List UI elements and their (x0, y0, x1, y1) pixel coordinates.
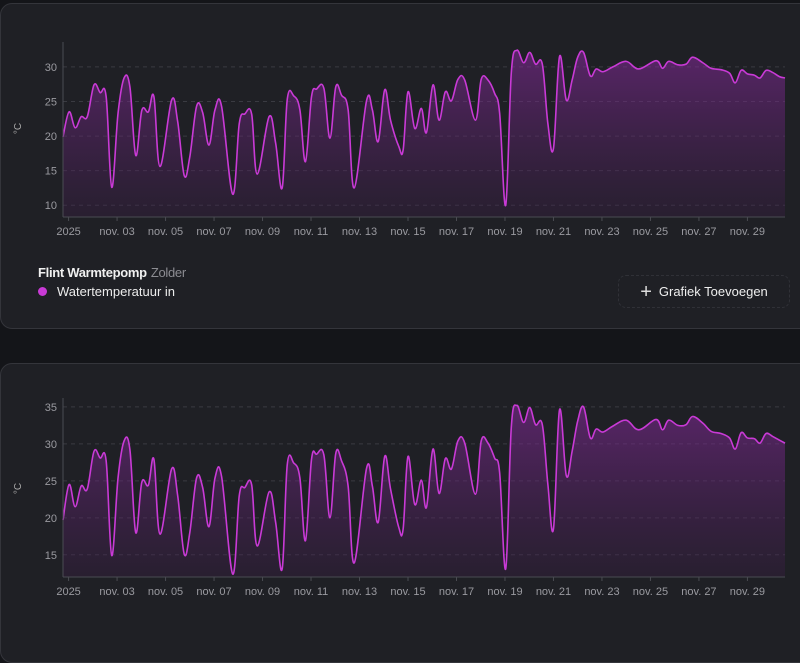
x-tick-label: 2025 (56, 226, 80, 238)
plus-icon: + (640, 280, 652, 303)
device-location: Zolder (150, 265, 186, 280)
add-chart-label: Grafiek Toevoegen (658, 284, 768, 299)
legend-series-label: Watertemperatuur in (57, 284, 176, 299)
series-area (63, 50, 785, 217)
x-tick-label: nov. 21 (536, 586, 571, 598)
x-tick-label: nov. 19 (487, 586, 522, 598)
x-tick-label: nov. 07 (196, 586, 231, 598)
x-tick-label: 2025 (56, 586, 80, 598)
add-chart-button[interactable]: + Grafiek Toevoegen (618, 275, 790, 308)
legend-title: Flint Warmtepomp Zolder (38, 265, 186, 280)
y-tick-label: 20 (45, 513, 57, 525)
x-tick-label: nov. 15 (390, 586, 425, 598)
y-tick-label: 20 (45, 131, 57, 143)
x-tick-label: nov. 23 (584, 586, 619, 598)
y-axis-label: °C (13, 122, 25, 135)
x-tick-label: nov. 17 (439, 586, 474, 598)
y-tick-label: 25 (45, 476, 57, 488)
y-tick-label: 15 (45, 550, 57, 562)
device-name: Flint Warmtepomp (38, 265, 147, 280)
x-tick-label: nov. 25 (633, 226, 668, 238)
series-line[interactable] (62, 49, 786, 207)
x-tick-label: nov. 09 (245, 226, 280, 238)
y-tick-label: 30 (45, 439, 57, 451)
x-tick-label: nov. 19 (487, 226, 522, 238)
x-tick-label: nov. 09 (245, 586, 280, 598)
x-tick-label: nov. 27 (681, 586, 716, 598)
y-tick-label: 35 (45, 402, 57, 414)
x-tick-label: nov. 07 (196, 226, 231, 238)
x-tick-label: nov. 11 (294, 226, 328, 238)
series-color-dot (38, 287, 47, 296)
x-tick-label: nov. 13 (342, 586, 377, 598)
x-tick-label: nov. 29 (730, 586, 765, 598)
x-tick-label: nov. 25 (633, 586, 668, 598)
series-area (63, 405, 785, 577)
x-tick-label: nov. 23 (584, 226, 619, 238)
y-axis-label: °C (13, 482, 25, 495)
x-tick-label: nov. 05 (148, 586, 183, 598)
x-tick-label: nov. 11 (294, 586, 328, 598)
y-tick-label: 15 (45, 166, 57, 178)
x-tick-label: nov. 03 (99, 226, 134, 238)
series-line[interactable] (62, 404, 786, 575)
y-tick-label: 10 (45, 200, 57, 212)
x-tick-label: nov. 03 (99, 586, 134, 598)
y-tick-label: 25 (45, 96, 57, 108)
x-tick-label: nov. 21 (536, 226, 571, 238)
x-tick-label: nov. 05 (148, 226, 183, 238)
y-tick-label: 30 (45, 62, 57, 74)
legend-item[interactable]: Watertemperatuur in (38, 284, 175, 299)
x-tick-label: nov. 27 (681, 226, 716, 238)
x-tick-label: nov. 17 (439, 226, 474, 238)
x-tick-label: nov. 29 (730, 226, 765, 238)
x-tick-label: nov. 13 (342, 226, 377, 238)
x-tick-label: nov. 15 (390, 226, 425, 238)
